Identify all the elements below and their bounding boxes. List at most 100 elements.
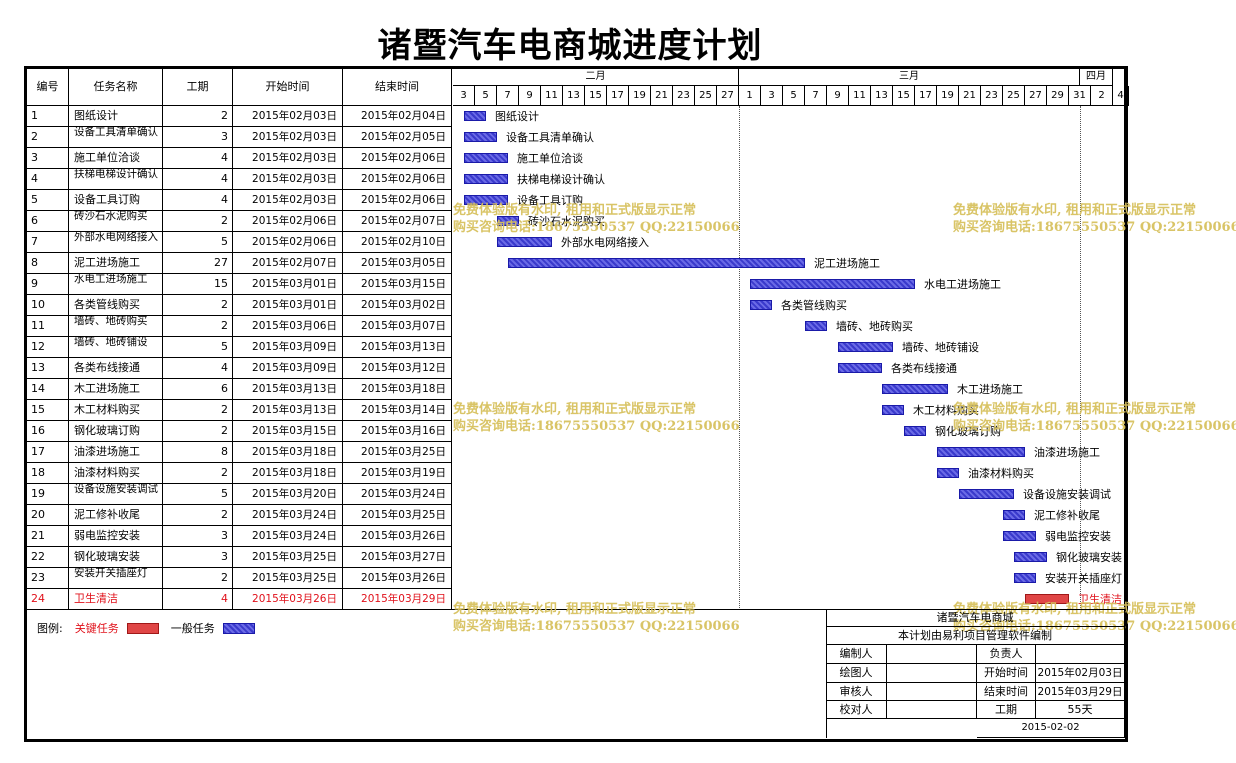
task-duration: 4 (163, 589, 233, 610)
task-end: 2015年03月26日 (343, 526, 452, 547)
table-row: 8 泥工进场施工 27 2015年02月07日 2015年03月05日 (27, 253, 452, 274)
day-tick-label: 7 (805, 86, 827, 106)
day-tick-label: 1 (739, 86, 761, 106)
task-duration: 3 (163, 127, 233, 148)
task-end: 2015年03月07日 (343, 316, 452, 337)
task-start: 2015年03月13日 (233, 400, 343, 421)
task-end: 2015年02月05日 (343, 127, 452, 148)
task-end: 2015年03月15日 (343, 274, 452, 295)
day-tick-label: 31 (1069, 86, 1091, 106)
task-start: 2015年03月26日 (233, 589, 343, 610)
task-bar-label: 墙砖、地砖购买 (836, 318, 913, 334)
task-id: 17 (27, 442, 69, 463)
task-id: 3 (27, 148, 69, 169)
info-drawer-label: 绘图人 (826, 664, 887, 683)
day-tick-label: 15 (585, 86, 607, 106)
legend-critical-swatch (127, 623, 159, 634)
task-duration: 2 (163, 106, 233, 127)
task-start: 2015年03月25日 (233, 568, 343, 589)
task-id: 9 (27, 274, 69, 295)
table-row: 17 油漆进场施工 8 2015年03月18日 2015年03月25日 (27, 442, 452, 463)
task-name: 钢化玻璃安装 (69, 547, 163, 568)
task-bar (1014, 573, 1036, 583)
table-row: 1 图纸设计 2 2015年02月03日 2015年02月04日 (27, 106, 452, 127)
task-id: 14 (27, 379, 69, 400)
table-row: 19 设备设施安装调试 5 2015年03月20日 2015年03月24日 (27, 484, 452, 505)
watermark-line1: 免费体验版有水印, 租用和正式版显示正常 (953, 401, 1236, 418)
task-end: 2015年02月06日 (343, 148, 452, 169)
day-tick-label: 29 (1047, 86, 1069, 106)
info-company: 诸暨汽车电商城 (826, 609, 1125, 627)
info-owner-value (1036, 645, 1125, 664)
task-name: 设备工具清单确认 (69, 127, 163, 148)
task-bar (464, 111, 486, 121)
day-tick-label: 5 (475, 86, 497, 106)
task-duration: 8 (163, 442, 233, 463)
day-tick-label: 23 (673, 86, 695, 106)
info-reviewer-label: 审核人 (826, 683, 887, 701)
table-row: 13 各类布线接通 4 2015年03月09日 2015年03月12日 (27, 358, 452, 379)
watermark-line2: 购买咨询电话:18675550537 QQ:22150066 (453, 618, 740, 635)
watermark-line1: 免费体验版有水印, 租用和正式版显示正常 (453, 202, 740, 219)
task-duration: 2 (163, 211, 233, 232)
task-id: 5 (27, 190, 69, 211)
info-owner-label: 负责人 (977, 645, 1036, 664)
task-end: 2015年03月13日 (343, 337, 452, 358)
info-checker-label: 校对人 (826, 701, 887, 719)
day-tick-label: 9 (827, 86, 849, 106)
task-end: 2015年03月25日 (343, 442, 452, 463)
day-tick-label: 17 (915, 86, 937, 106)
task-end: 2015年03月24日 (343, 484, 452, 505)
table-row: 20 泥工修补收尾 2 2015年03月24日 2015年03月25日 (27, 505, 452, 526)
task-name: 木工进场施工 (69, 379, 163, 400)
legend-critical-label: 关键任务 (75, 620, 119, 636)
day-tick-label: 11 (849, 86, 871, 106)
month-boundary-line (739, 106, 740, 610)
task-duration: 2 (163, 400, 233, 421)
task-start: 2015年02月03日 (233, 148, 343, 169)
task-duration: 2 (163, 463, 233, 484)
task-bar (904, 426, 926, 436)
task-name: 泥工修补收尾 (69, 505, 163, 526)
task-end: 2015年02月10日 (343, 232, 452, 253)
task-end: 2015年03月19日 (343, 463, 452, 484)
legend: 图例: 关键任务 一般任务 (37, 620, 267, 636)
task-id: 13 (27, 358, 69, 379)
info-reviewer-value (887, 683, 977, 701)
task-duration: 3 (163, 547, 233, 568)
task-name: 砖沙石水泥购买 (69, 211, 163, 232)
task-name: 设备工具订购 (69, 190, 163, 211)
task-bar (959, 489, 1014, 499)
info-editor-label: 编制人 (826, 645, 887, 664)
task-bar-label: 泥工修补收尾 (1034, 507, 1100, 523)
task-bar (1003, 531, 1036, 541)
task-bar (805, 321, 827, 331)
task-start: 2015年02月03日 (233, 190, 343, 211)
task-bar-label: 图纸设计 (495, 108, 539, 124)
task-id: 12 (27, 337, 69, 358)
table-row: 16 钢化玻璃订购 2 2015年03月15日 2015年03月16日 (27, 421, 452, 442)
watermark-line1: 免费体验版有水印, 租用和正式版显示正常 (953, 202, 1236, 219)
task-start: 2015年03月13日 (233, 379, 343, 400)
month-header: 二月 (453, 68, 739, 86)
task-bar-label: 安装开关插座灯 (1045, 570, 1122, 586)
task-start: 2015年02月03日 (233, 127, 343, 148)
task-duration: 4 (163, 358, 233, 379)
watermark-line2: 购买咨询电话:18675550537 QQ:22150066 (453, 418, 740, 435)
task-duration: 4 (163, 148, 233, 169)
table-row: 22 钢化玻璃安装 3 2015年03月25日 2015年03月27日 (27, 547, 452, 568)
day-tick-label: 5 (783, 86, 805, 106)
task-bar (838, 342, 893, 352)
watermark-line1: 免费体验版有水印, 租用和正式版显示正常 (453, 601, 740, 618)
table-row: 15 木工材料购买 2 2015年03月13日 2015年03月14日 (27, 400, 452, 421)
watermark-line2: 购买咨询电话:18675550537 QQ:22150066 (453, 219, 740, 236)
task-bar-label: 泥工进场施工 (814, 255, 880, 271)
task-end: 2015年03月27日 (343, 547, 452, 568)
task-name: 各类布线接通 (69, 358, 163, 379)
task-bar-label: 木工进场施工 (957, 381, 1023, 397)
task-duration: 3 (163, 526, 233, 547)
task-start: 2015年03月24日 (233, 505, 343, 526)
watermark: 免费体验版有水印, 租用和正式版显示正常 购买咨询电话:18675550537 … (953, 401, 1236, 435)
task-id: 23 (27, 568, 69, 589)
task-end: 2015年03月16日 (343, 421, 452, 442)
